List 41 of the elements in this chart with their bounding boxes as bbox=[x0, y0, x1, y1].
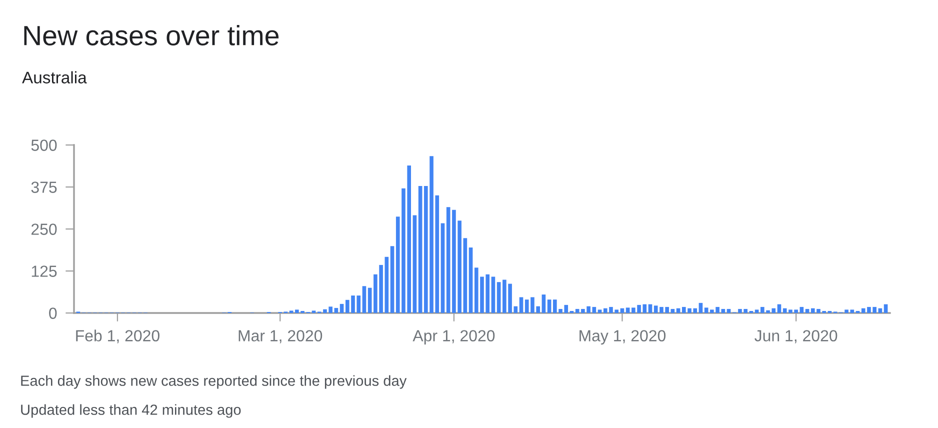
bar bbox=[575, 308, 580, 313]
bar bbox=[519, 297, 524, 313]
bar bbox=[698, 302, 703, 313]
y-tick-label: 375 bbox=[31, 182, 57, 193]
y-tick-label: 250 bbox=[31, 224, 57, 235]
bar bbox=[412, 215, 417, 313]
bar bbox=[726, 308, 731, 313]
chart-title: New cases over time bbox=[24, 25, 279, 46]
bar bbox=[496, 282, 501, 313]
x-tick-label: Feb 1, 2020 bbox=[76, 330, 160, 344]
x-tick-label: Jun 1, 2020 bbox=[754, 330, 838, 344]
x-tick-label: Apr 1, 2020 bbox=[412, 330, 495, 345]
bar bbox=[463, 238, 468, 313]
bar bbox=[800, 306, 804, 313]
bar bbox=[754, 310, 759, 313]
chart-subtitle: Australia bbox=[22, 71, 87, 84]
y-tick-label: 0 bbox=[49, 308, 57, 319]
bar bbox=[468, 247, 473, 313]
bar bbox=[418, 186, 422, 313]
y-tick-label: 125 bbox=[32, 266, 57, 277]
x-tick-label: May 1, 2020 bbox=[580, 330, 666, 345]
bar bbox=[334, 308, 338, 313]
bar bbox=[390, 246, 394, 313]
bar bbox=[384, 256, 389, 313]
bar bbox=[368, 288, 372, 313]
bar bbox=[592, 306, 596, 313]
bar bbox=[340, 304, 344, 313]
bar bbox=[626, 308, 630, 313]
bar bbox=[547, 300, 552, 313]
text: Updated less than 42 minutes ago bbox=[21, 404, 241, 418]
bar bbox=[440, 223, 445, 313]
bar bbox=[542, 294, 546, 313]
bar bbox=[704, 308, 708, 313]
bar bbox=[598, 310, 602, 313]
x-tick-label: Mar 1, 2020 bbox=[238, 330, 322, 344]
bar bbox=[670, 308, 675, 313]
bar bbox=[362, 286, 366, 313]
bar bbox=[491, 276, 496, 313]
bar bbox=[805, 308, 810, 313]
y-tick-label: 500 bbox=[31, 140, 57, 151]
text: Each day shows new cases reported since the previous day bbox=[21, 375, 407, 389]
